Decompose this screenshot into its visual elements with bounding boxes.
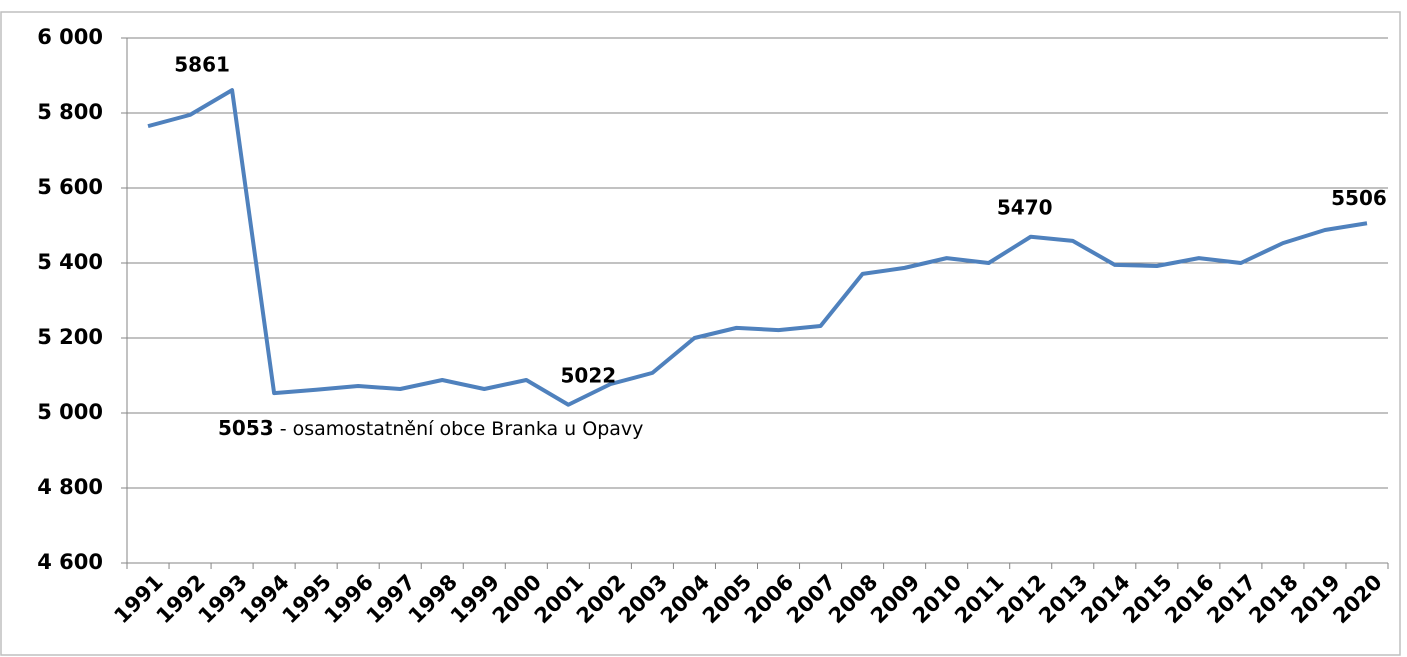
annotation: 5053 - osamostatnění obce Branka u Opavy bbox=[218, 416, 643, 440]
x-tick-label: 2020 bbox=[1328, 570, 1386, 628]
y-tick-label: 5 200 bbox=[37, 325, 103, 349]
y-tick-label: 5 000 bbox=[37, 400, 103, 424]
data-label: 5053 bbox=[218, 416, 274, 440]
data-label: 5861 bbox=[174, 53, 230, 77]
data-label: 5470 bbox=[997, 195, 1053, 219]
y-tick-label: 4 600 bbox=[37, 550, 103, 574]
y-tick-label: 4 800 bbox=[37, 475, 103, 499]
chart-frame bbox=[0, 11, 1401, 656]
y-tick-label: 6 000 bbox=[37, 25, 103, 49]
data-label: 5022 bbox=[561, 363, 617, 387]
y-tick-label: 5 800 bbox=[37, 100, 103, 124]
line-series bbox=[147, 88, 1368, 407]
y-tick-label: 5 600 bbox=[37, 175, 103, 199]
annotation-note: - osamostatnění obce Branka u Opavy bbox=[274, 418, 644, 440]
y-tick-label: 5 400 bbox=[37, 250, 103, 274]
data-label: 5506 bbox=[1331, 186, 1387, 210]
